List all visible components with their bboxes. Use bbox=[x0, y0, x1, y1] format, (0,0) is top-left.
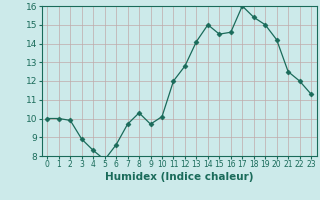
X-axis label: Humidex (Indice chaleur): Humidex (Indice chaleur) bbox=[105, 172, 253, 182]
